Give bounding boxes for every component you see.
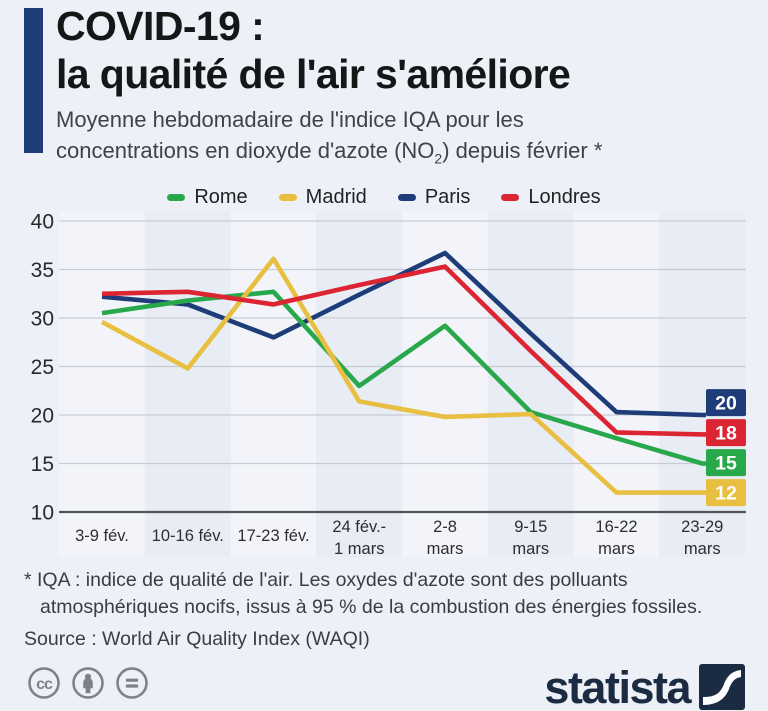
- value-badge-label: 20: [715, 393, 737, 415]
- chart-legend: Rome Madrid Paris Londres: [0, 186, 768, 209]
- title-line-1: COVID-19 :: [56, 3, 265, 49]
- svg-text:cc: cc: [36, 676, 53, 693]
- legend-label: Paris: [424, 186, 471, 208]
- x-tick-label: 9-15 mars: [512, 518, 549, 558]
- column-band: [230, 212, 317, 557]
- line-chart: 40 35 30 25 20 15 10 3-9 fév. 10-16 fév. 17-23 fé…: [31, 211, 746, 558]
- x-tick-label: 2-8 mars: [427, 518, 464, 558]
- legend-item-rome: Rome: [167, 186, 248, 209]
- footnote-line-1: * IQA : indice de qualité de l'air. Les …: [24, 569, 628, 591]
- page-title: COVID-19 : la qualité de l'air s'amélior…: [56, 2, 571, 98]
- legend-item-paris: Paris: [397, 186, 471, 209]
- value-badge-paris: [706, 389, 746, 417]
- attribution-icon[interactable]: [71, 666, 105, 700]
- x-tick-label: 3-9 fév.: [75, 527, 129, 545]
- x-tick-label: 24 fév.-1 mars: [332, 518, 386, 558]
- legend-label: Londres: [528, 186, 601, 208]
- value-badge-label: 18: [715, 423, 737, 445]
- y-tick-label: 30: [31, 308, 54, 331]
- legend-item-madrid: Madrid: [278, 186, 367, 209]
- chart-subtitle: Moyenne hebdomadaire de l'indice IQA pou…: [56, 104, 602, 174]
- legend-label: Madrid: [305, 186, 367, 208]
- y-tick-label: 15: [31, 453, 54, 476]
- value-badge-madrid: [706, 479, 746, 507]
- subtitle-line-1: Moyenne hebdomadaire de l'indice IQA pou…: [56, 107, 524, 132]
- y-tick-label: 20: [31, 405, 54, 428]
- legend-label: Rome: [194, 186, 248, 208]
- value-badge-label: 15: [715, 453, 737, 475]
- no2-subscript: 2: [434, 150, 443, 167]
- legend-item-londres: Londres: [501, 186, 601, 209]
- source-line: Source : World Air Quality Index (WAQI): [24, 628, 370, 650]
- footnote-line-2: atmosphériques nocifs, issus à 95 % de l…: [40, 596, 703, 618]
- statista-logo-icon: [699, 664, 745, 710]
- footnote: * IQA : indice de qualité de l'air. Les …: [24, 567, 702, 653]
- subtitle-line-2: concentrations en dioxyde d'azote (NO2) …: [56, 138, 603, 167]
- y-tick-label: 40: [31, 211, 54, 234]
- series-line-madrid: [100, 256, 706, 495]
- legend-marker-icon: [501, 194, 520, 201]
- value-badge-londres: [706, 419, 746, 447]
- y-tick-label: 25: [31, 356, 54, 379]
- legend-marker-icon: [397, 194, 416, 201]
- statista-logo[interactable]: statista: [544, 664, 745, 710]
- x-tick-label: 23-29 mars: [681, 518, 723, 558]
- legend-marker-icon: [167, 194, 186, 201]
- column-band: [59, 212, 145, 557]
- value-badge-label: 12: [715, 483, 737, 505]
- statista-wordmark: statista: [544, 662, 691, 711]
- legend-marker-icon: [278, 194, 297, 201]
- column-band: [402, 212, 488, 557]
- equal-icon[interactable]: [115, 666, 149, 700]
- title-line-2: la qualité de l'air s'améliore: [56, 51, 571, 97]
- title-accent-bar: [24, 8, 43, 153]
- x-tick-label: 16-22 mars: [595, 518, 637, 558]
- x-tick-label: 17-23 fév.: [237, 527, 309, 545]
- series-line-paris: [101, 250, 706, 418]
- column-band: [144, 212, 231, 557]
- series-line-londres: [101, 264, 706, 437]
- cc-icon[interactable]: cc: [27, 666, 61, 700]
- license-icons: cc: [27, 666, 149, 700]
- value-badge-rome: [706, 449, 746, 477]
- x-tick-label: 10-16 fév.: [152, 527, 224, 545]
- y-tick-label: 10: [31, 502, 54, 525]
- y-tick-label: 35: [31, 259, 54, 282]
